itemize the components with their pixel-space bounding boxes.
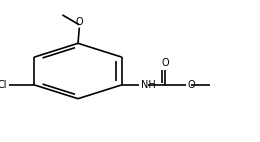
Text: Cl: Cl (0, 80, 7, 90)
Text: NH: NH (141, 80, 156, 90)
Text: O: O (161, 58, 169, 68)
Text: O: O (187, 80, 195, 90)
Text: O: O (75, 17, 83, 27)
